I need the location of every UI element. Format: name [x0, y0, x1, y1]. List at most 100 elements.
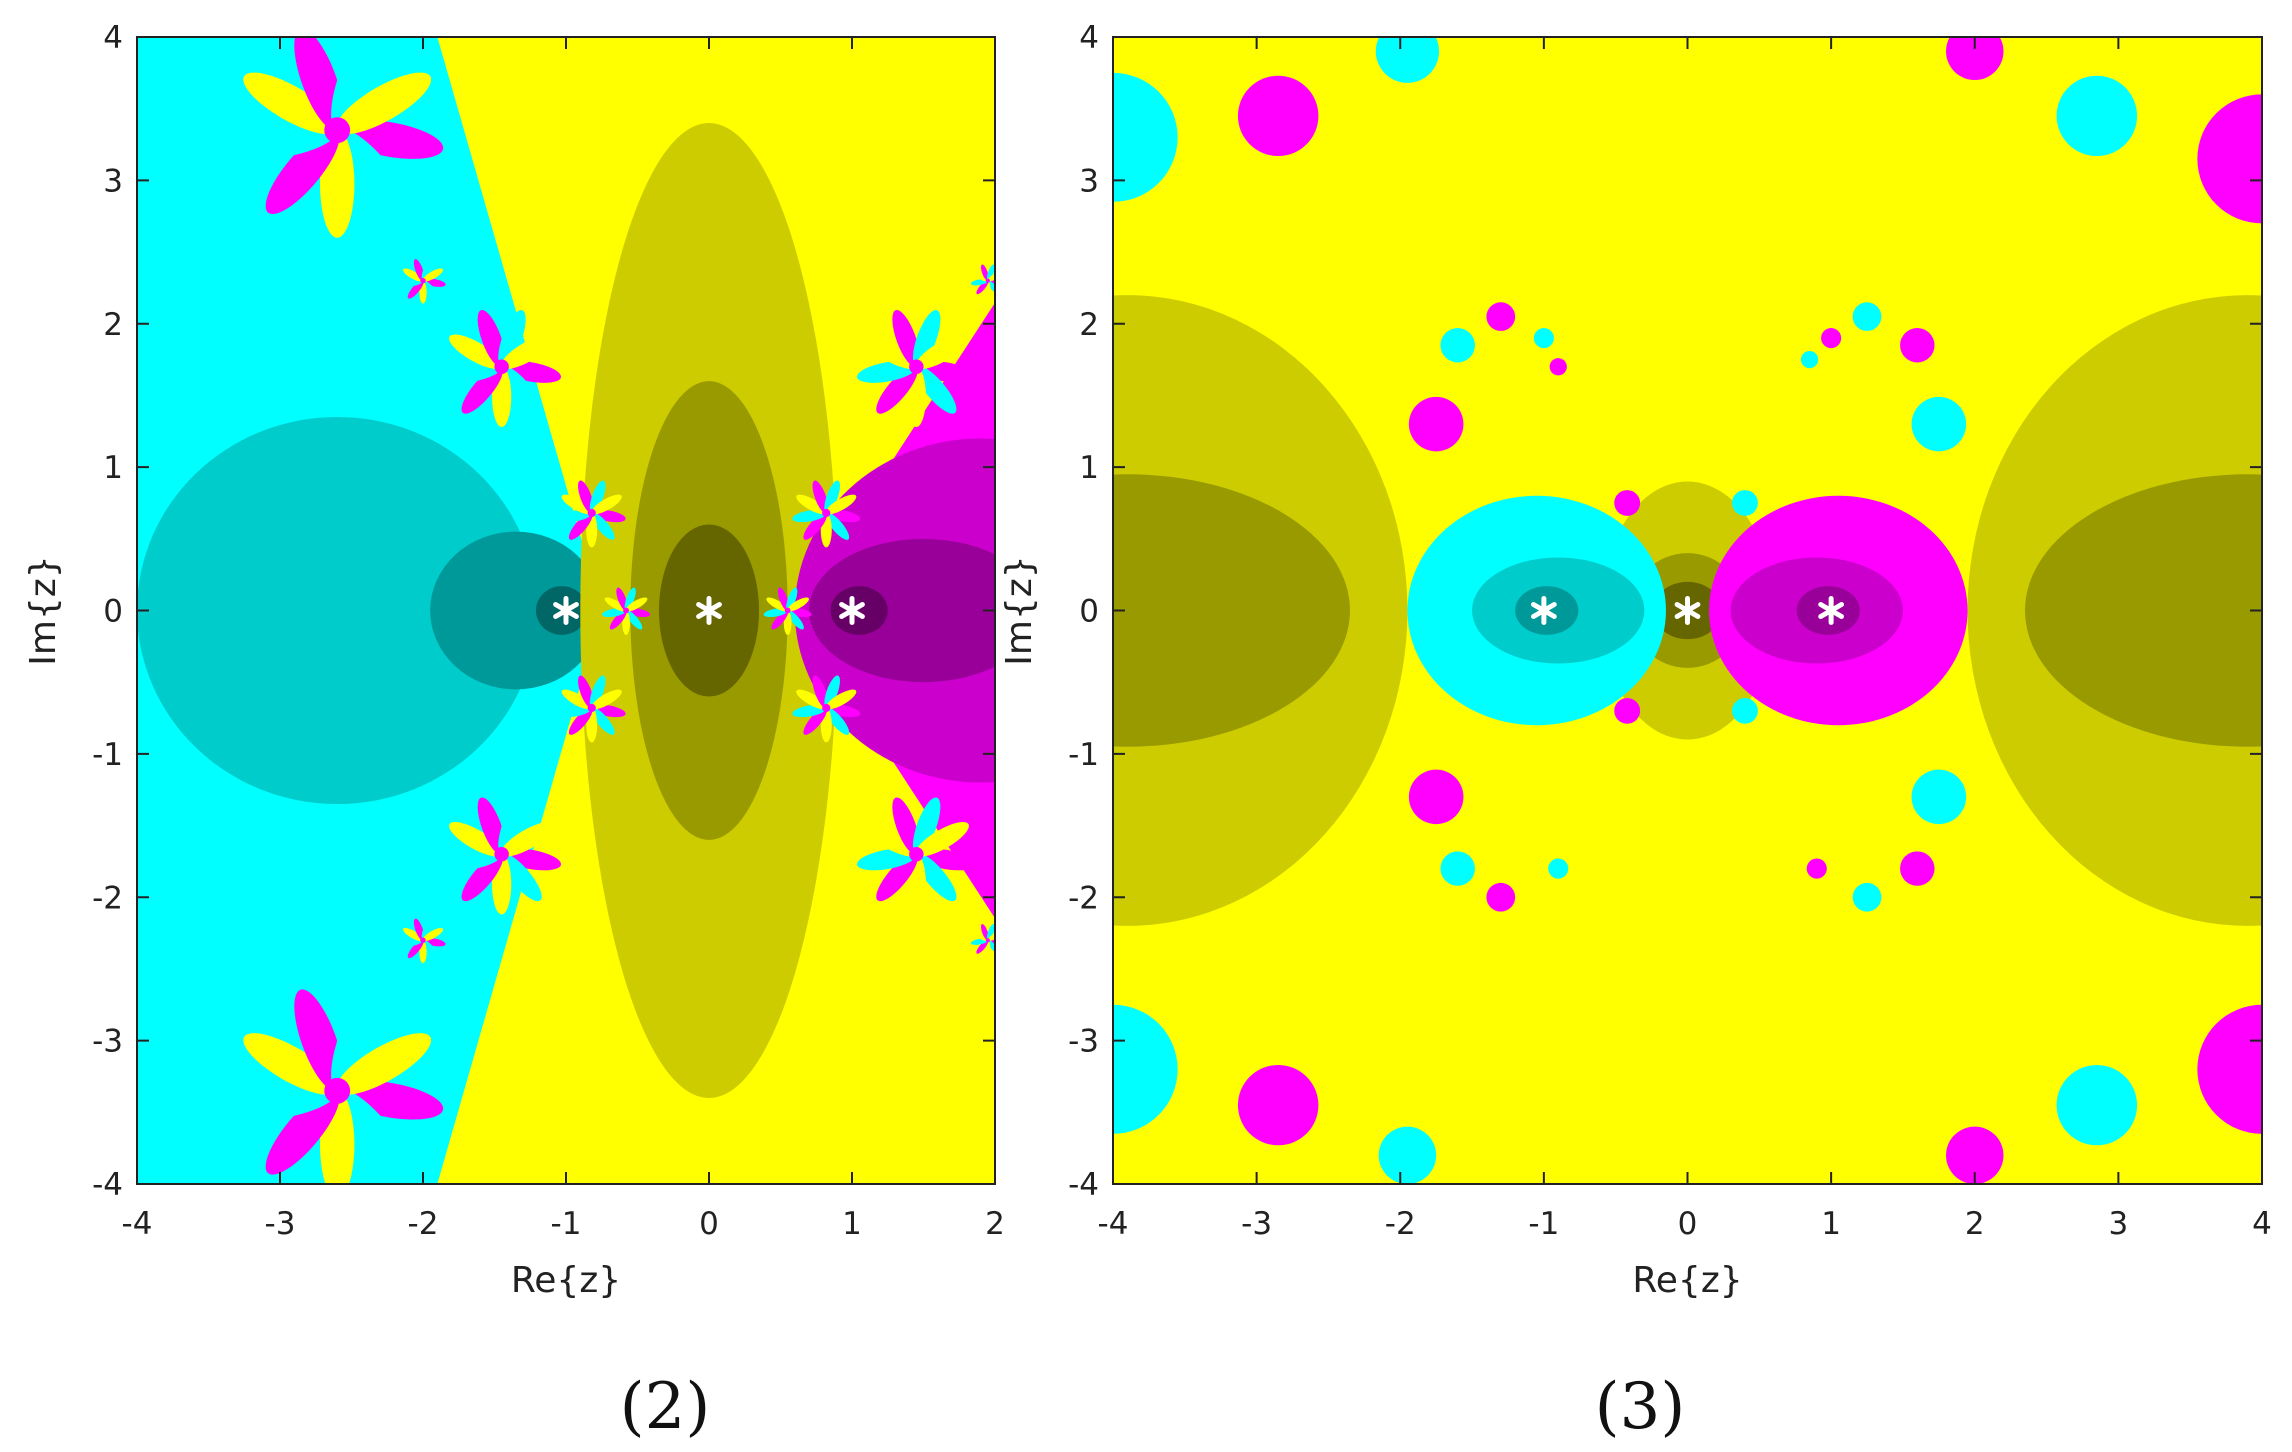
basin-blob: [1911, 769, 1967, 825]
root-marker-stroke: [1674, 602, 1701, 619]
y-tick-label: -4: [92, 1167, 123, 1203]
y-tick-label: -3: [92, 1024, 123, 1060]
yellow-basin-shading: [2025, 474, 2262, 747]
basin-blob: [1852, 302, 1882, 331]
flower-petal: [863, 334, 917, 369]
flower-petal: [407, 939, 424, 959]
flower-petal: [477, 797, 506, 855]
flower-petal: [421, 918, 433, 941]
fractal-flower: [442, 797, 561, 915]
fractal-flower: [970, 264, 995, 298]
flower-petal: [591, 689, 622, 710]
basin-blob: [1900, 328, 1935, 363]
magenta-basin-shading: [830, 586, 888, 635]
x-tick-label: -4: [1098, 1206, 1129, 1242]
root-marker: [839, 596, 865, 625]
root-marker-stroke: [1530, 602, 1557, 619]
y-tick-label: 1: [1079, 450, 1099, 486]
fractal-flower: [400, 259, 446, 304]
basin-blob: [1732, 490, 1758, 516]
basin-blob: [1548, 858, 1569, 879]
flower-petal: [915, 334, 969, 369]
flower-petal: [976, 280, 989, 295]
flower-petal: [912, 797, 941, 855]
flower-petal: [243, 72, 338, 135]
flower-center: [822, 508, 831, 518]
flower-petal: [501, 334, 555, 369]
flower-center: [623, 607, 629, 614]
basin-blob: [1408, 396, 1464, 452]
basin-blob: [1806, 858, 1827, 879]
flower-center: [420, 937, 426, 944]
flower-petal: [243, 1033, 338, 1095]
root-marker: [1674, 596, 1701, 625]
flower-petal: [461, 365, 504, 414]
basin-blob: [1237, 75, 1319, 157]
y-tick-label: 0: [1079, 594, 1099, 630]
flower-center: [985, 938, 990, 943]
basin-blob: [1821, 328, 1842, 349]
flower-petal: [824, 675, 840, 709]
cyan-basin-shading: [430, 531, 602, 690]
flower-petal: [498, 797, 526, 855]
y-tick-label: 2: [103, 307, 123, 343]
root-marker: [696, 596, 722, 625]
x-tick-label: 1: [842, 1206, 862, 1242]
y-tick-label: 3: [103, 163, 123, 199]
basin-blob: [2197, 94, 2262, 224]
magenta-basin-shading: [809, 538, 995, 683]
x-tick-label: 4: [2252, 1206, 2272, 1242]
basin-blob: [1375, 37, 1440, 83]
basin-blob: [1113, 1004, 1178, 1134]
flower-petal: [777, 587, 790, 611]
flower-petal: [826, 494, 857, 515]
fractal-flower: [442, 309, 561, 427]
y-tick-label: 2: [1079, 307, 1099, 343]
flower-petal: [561, 689, 592, 710]
flower-petal: [590, 512, 615, 540]
basin-blob: [1946, 1126, 2004, 1184]
y-axis-label: Im{z}: [999, 555, 1040, 665]
yellow-basin-shading: [1113, 474, 1350, 747]
flower-petal: [590, 707, 615, 735]
panel-2-caption: (2): [620, 1370, 711, 1444]
flower-center: [784, 607, 791, 614]
flower-petal: [568, 707, 593, 735]
flower-petal: [609, 610, 627, 630]
flower-petal: [876, 365, 918, 414]
y-tick-label: -1: [1068, 737, 1099, 773]
x-tick-label: 2: [985, 1206, 1005, 1242]
flower-petal: [787, 597, 809, 612]
y-tick-label: 4: [1079, 20, 1099, 56]
plot-area: [137, 37, 995, 1184]
x-tick-label: 1: [1821, 1206, 1841, 1242]
flower-petal: [812, 480, 829, 514]
flower-center: [494, 359, 509, 374]
x-axis-label: Re{z}: [511, 1260, 621, 1301]
basin-blob: [1614, 697, 1641, 724]
basin-blob: [1486, 302, 1516, 331]
fractal-flower: [792, 480, 861, 548]
basin-blob: [1440, 851, 1475, 886]
flower-petal: [876, 853, 918, 902]
root-marker-stroke: [553, 602, 579, 619]
flower-petal: [500, 365, 542, 414]
flower-center: [420, 277, 426, 284]
flower-petal: [914, 365, 957, 414]
basin-blob: [1486, 882, 1516, 912]
y-tick-label: -3: [1068, 1024, 1099, 1060]
flower-petal: [501, 821, 555, 857]
y-axis-label: Im{z}: [23, 555, 64, 665]
flower-petal: [407, 280, 424, 299]
x-tick-label: -2: [1385, 1206, 1416, 1242]
fractal-flower: [857, 797, 976, 915]
flower-petal: [987, 940, 995, 954]
flower-petal: [803, 512, 828, 540]
y-tick-label: 4: [103, 20, 123, 56]
flower-petal: [803, 707, 828, 735]
flower-petal: [825, 707, 850, 735]
flower-petal: [413, 259, 425, 281]
basin-blob: [1440, 328, 1475, 363]
flower-center: [909, 359, 924, 374]
